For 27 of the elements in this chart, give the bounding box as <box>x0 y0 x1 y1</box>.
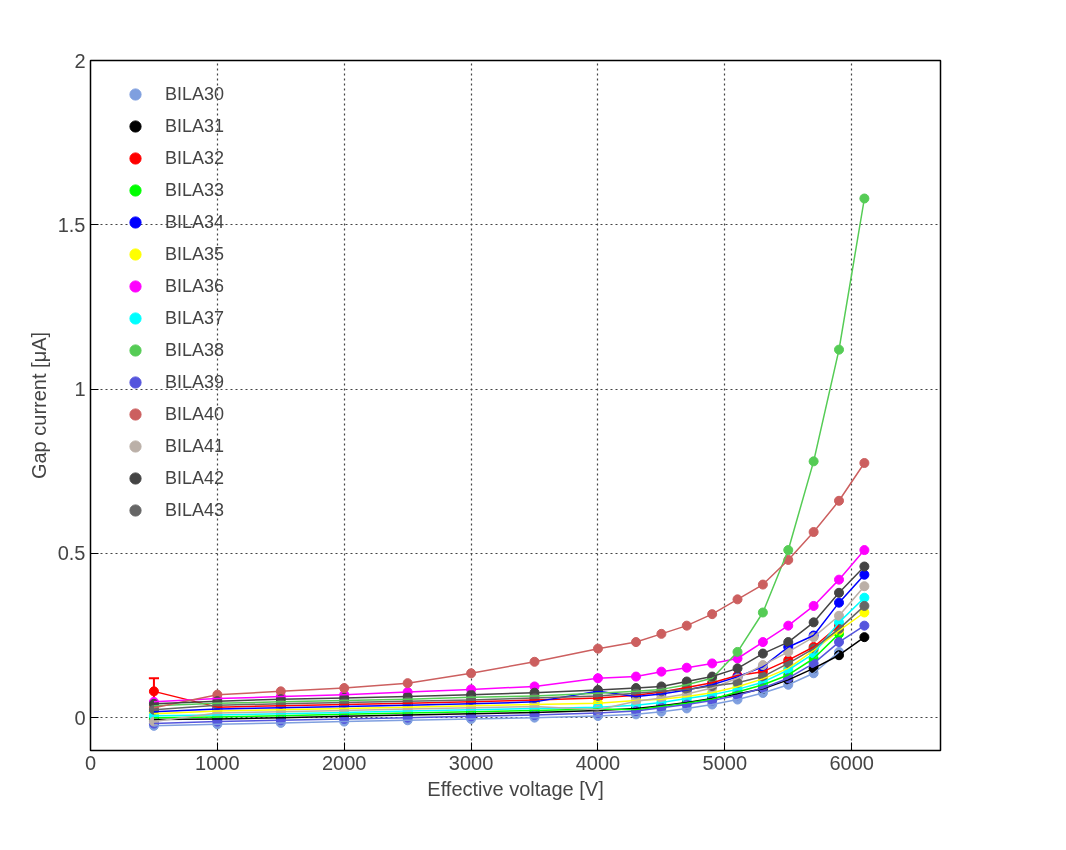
legend-label: BILA38 <box>165 339 225 361</box>
legend-label: BILA41 <box>165 435 225 457</box>
y-tick-label: 1.5 <box>57 213 86 236</box>
legend-label: BILA30 <box>165 83 225 105</box>
x-tick-label: 1000 <box>195 751 240 774</box>
x-tick-label: 5000 <box>702 751 748 774</box>
legend-label: BILA33 <box>165 179 225 201</box>
y-tick-label: 0.5 <box>57 542 86 565</box>
legend-label: BILA31 <box>165 115 225 137</box>
y-tick-label: 0 <box>74 706 86 729</box>
y-axis-title: Gap current [μA] <box>27 331 50 480</box>
x-tick-label: 6000 <box>829 751 874 774</box>
legend-label: BILA32 <box>165 147 225 169</box>
x-tick-label: 2000 <box>321 751 367 774</box>
legend-label: BILA37 <box>165 307 225 329</box>
legend-label: BILA34 <box>165 211 225 233</box>
legend-label: BILA35 <box>165 243 225 265</box>
legend-label: BILA39 <box>165 371 225 393</box>
x-axis-title: Effective voltage [V] <box>427 777 604 800</box>
y-tick-label: 1 <box>74 378 86 401</box>
legend-label: BILA36 <box>165 275 225 297</box>
x-tick-label: 3000 <box>448 751 494 774</box>
x-tick-label: 4000 <box>575 751 621 774</box>
legend-label: BILA43 <box>165 499 225 521</box>
legend-label: BILA40 <box>165 403 225 425</box>
y-tick-label: 2 <box>74 49 86 72</box>
legend-label: BILA42 <box>165 467 225 489</box>
